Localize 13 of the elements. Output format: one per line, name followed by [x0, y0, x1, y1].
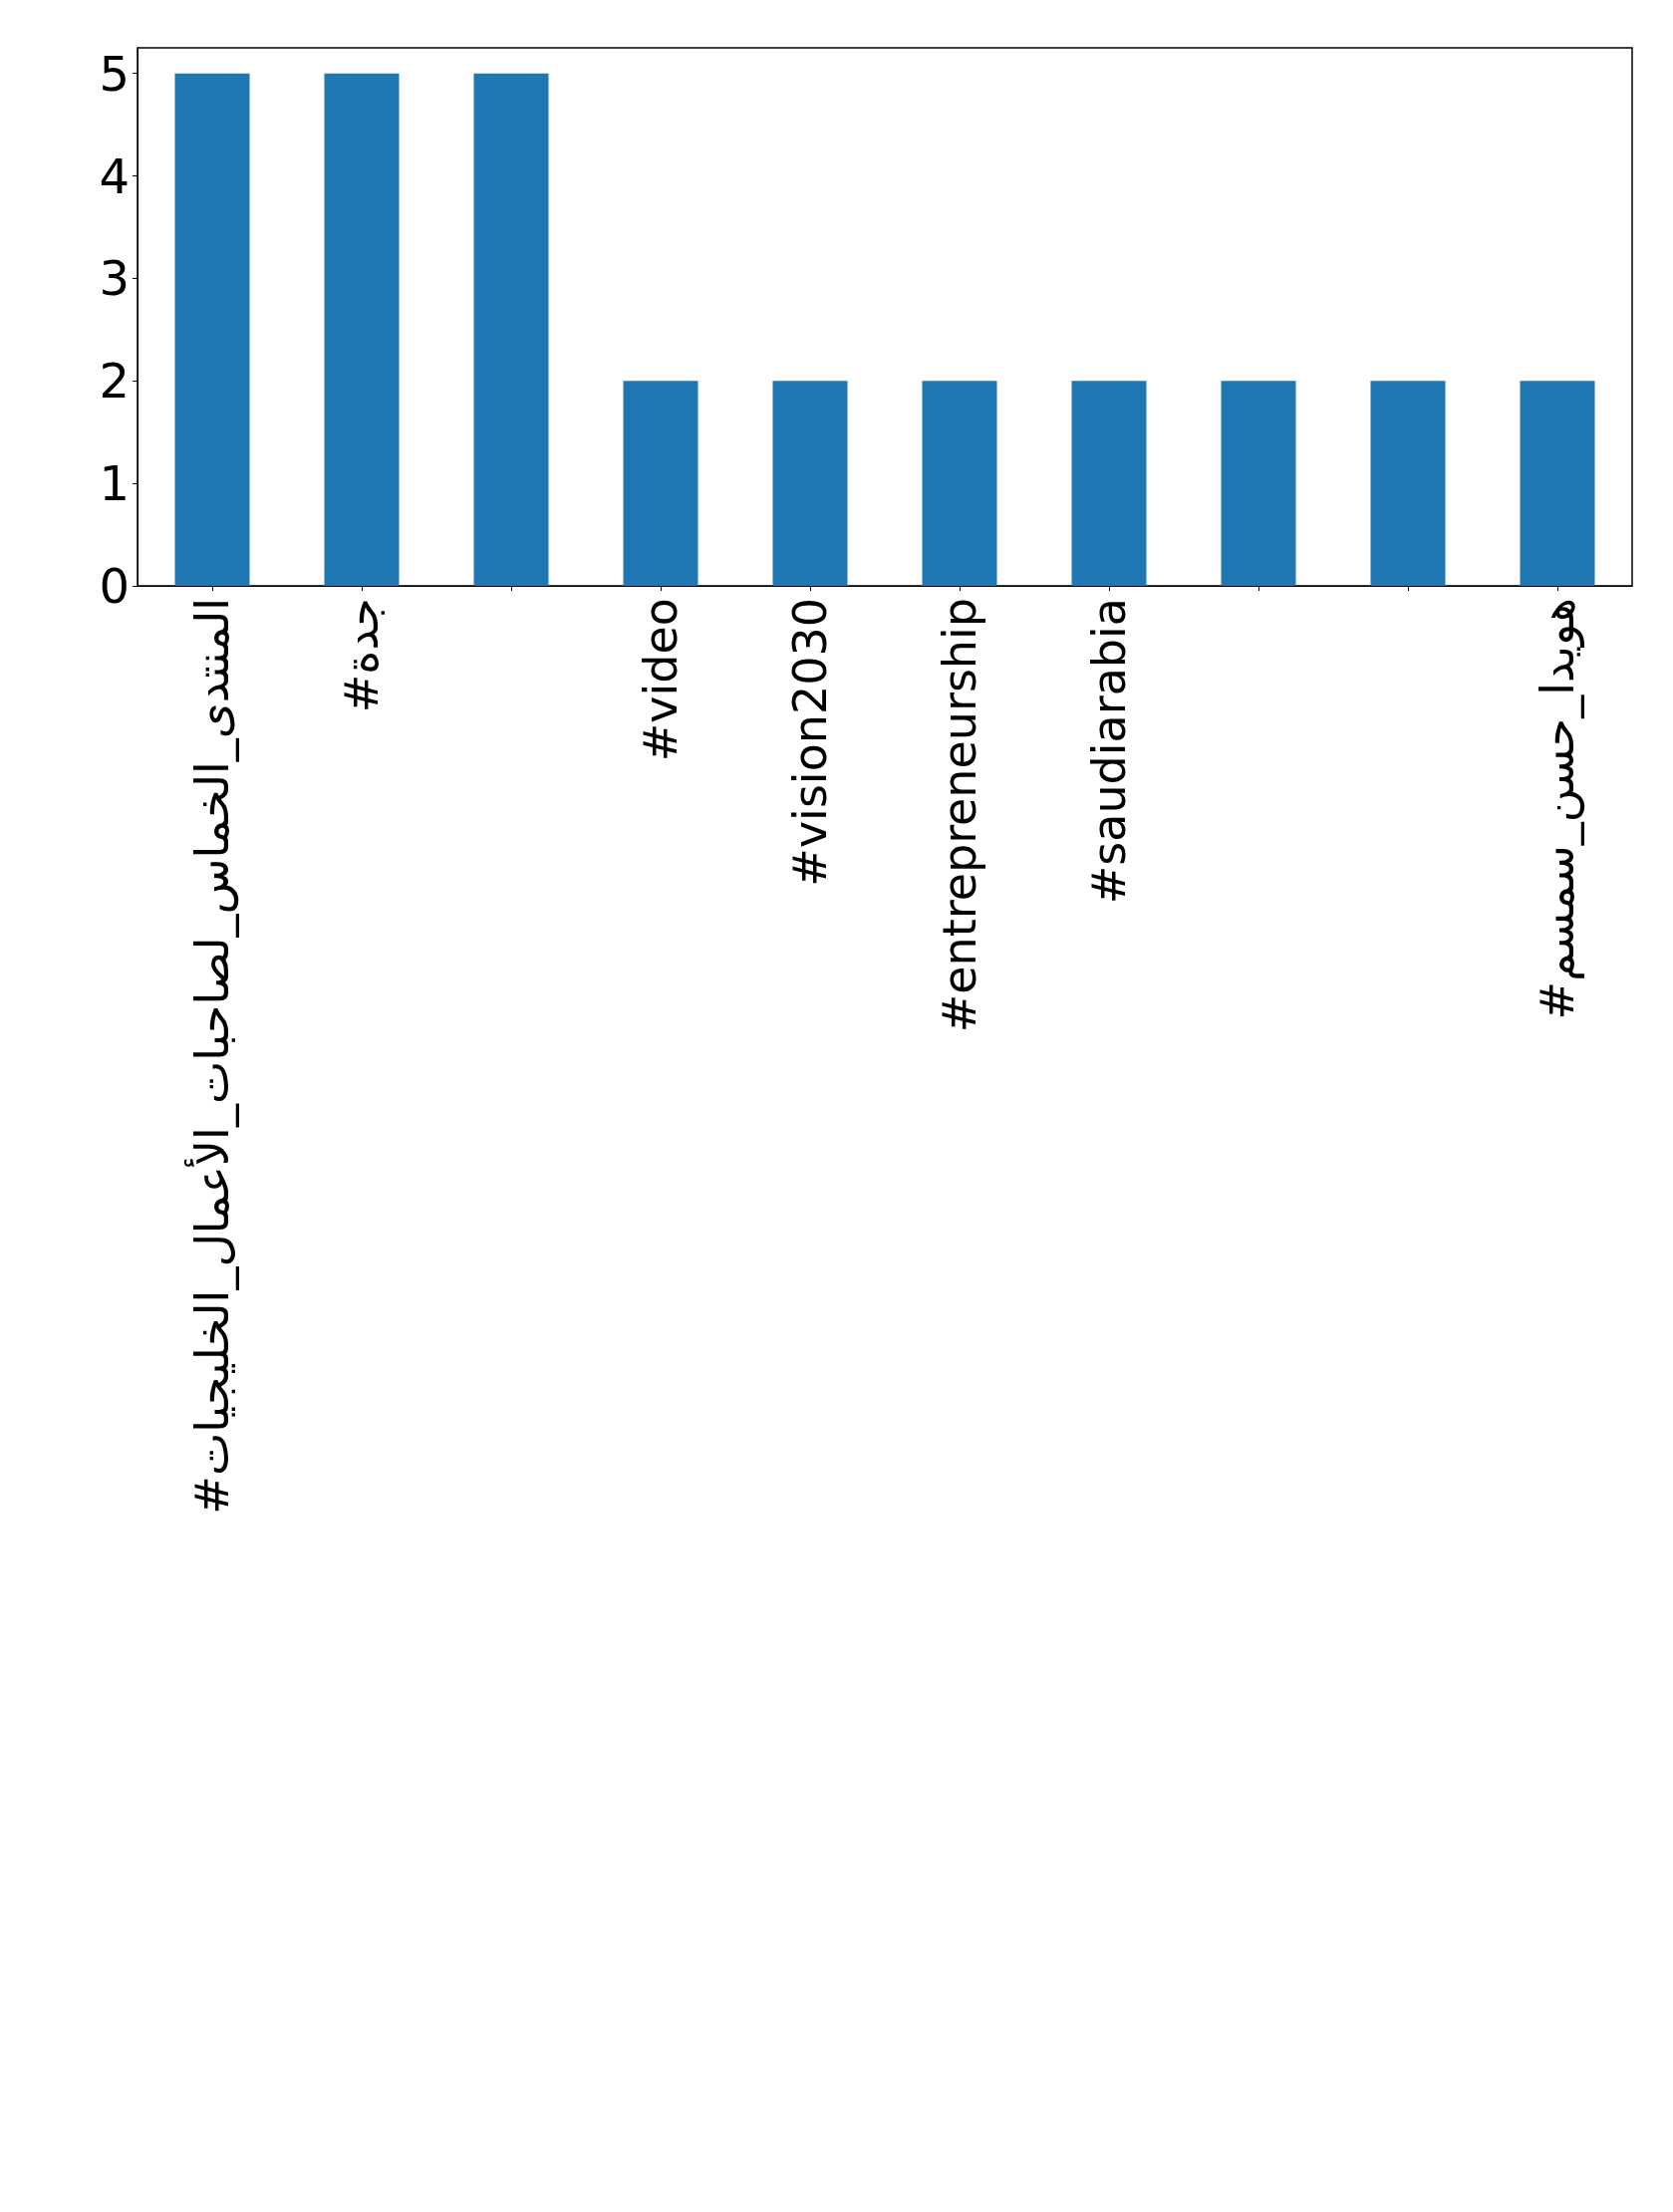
y-tick-label: 0: [99, 558, 130, 614]
y-tick-label: 3: [99, 250, 130, 307]
y-tick-label: 2: [99, 353, 130, 410]
x-tick-label: #saudiarabia: [1082, 598, 1136, 905]
x-tick-label: #video: [634, 598, 688, 762]
x-tick-label: #المنتدى_الخماس_لصاحبات_الأعمال_الخليجيات: [183, 598, 239, 1515]
y-tick-label: 4: [99, 147, 130, 204]
x-tick-label: #vision2030: [783, 598, 837, 887]
y-tick-label: 1: [99, 455, 130, 512]
x-tick-label: #entrepreneurship: [933, 598, 986, 1033]
x-tick-label: #هويدا_حسن_سمسم: [1531, 598, 1585, 1020]
x-tick-label: #جدة: [335, 598, 389, 713]
y-tick-label: 5: [99, 45, 130, 102]
